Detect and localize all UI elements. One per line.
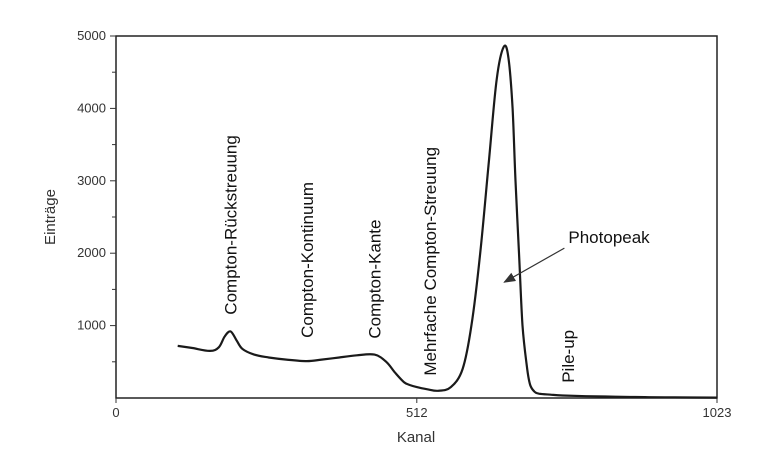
x-tick-label: 512 bbox=[406, 405, 428, 420]
y-axis-label: Einträge bbox=[42, 189, 59, 245]
y-tick-label: 5000 bbox=[77, 28, 106, 43]
annotation-label: Mehrfache Compton-Streuung bbox=[421, 147, 440, 376]
y-tick-label: 1000 bbox=[77, 318, 106, 333]
y-tick-label: 3000 bbox=[77, 173, 106, 188]
annotation-label: Compton-Kontinuum bbox=[298, 182, 317, 338]
y-tick-label: 2000 bbox=[77, 245, 106, 260]
x-tick-label: 0 bbox=[112, 405, 119, 420]
annotation-label: Pile-up bbox=[559, 330, 578, 383]
x-axis-label: Kanal bbox=[397, 429, 435, 446]
data-layer bbox=[177, 44, 718, 399]
annotation-arrow bbox=[503, 247, 565, 283]
annotation-label: Compton-Rückstreuung bbox=[221, 135, 240, 315]
annotations: Compton-Rückstreuung Compton-Kontinuum Com… bbox=[221, 135, 650, 383]
axes: 1000 2000 3000 4000 5000 0 512 1023 bbox=[77, 28, 731, 420]
series-line bbox=[177, 44, 718, 399]
plot-area bbox=[115, 35, 718, 399]
x-tick-label: 1023 bbox=[703, 405, 732, 420]
y-tick-label: 4000 bbox=[77, 100, 106, 115]
annotation-label: Photopeak bbox=[568, 228, 650, 247]
annotation-label: Compton-Kante bbox=[365, 220, 384, 339]
